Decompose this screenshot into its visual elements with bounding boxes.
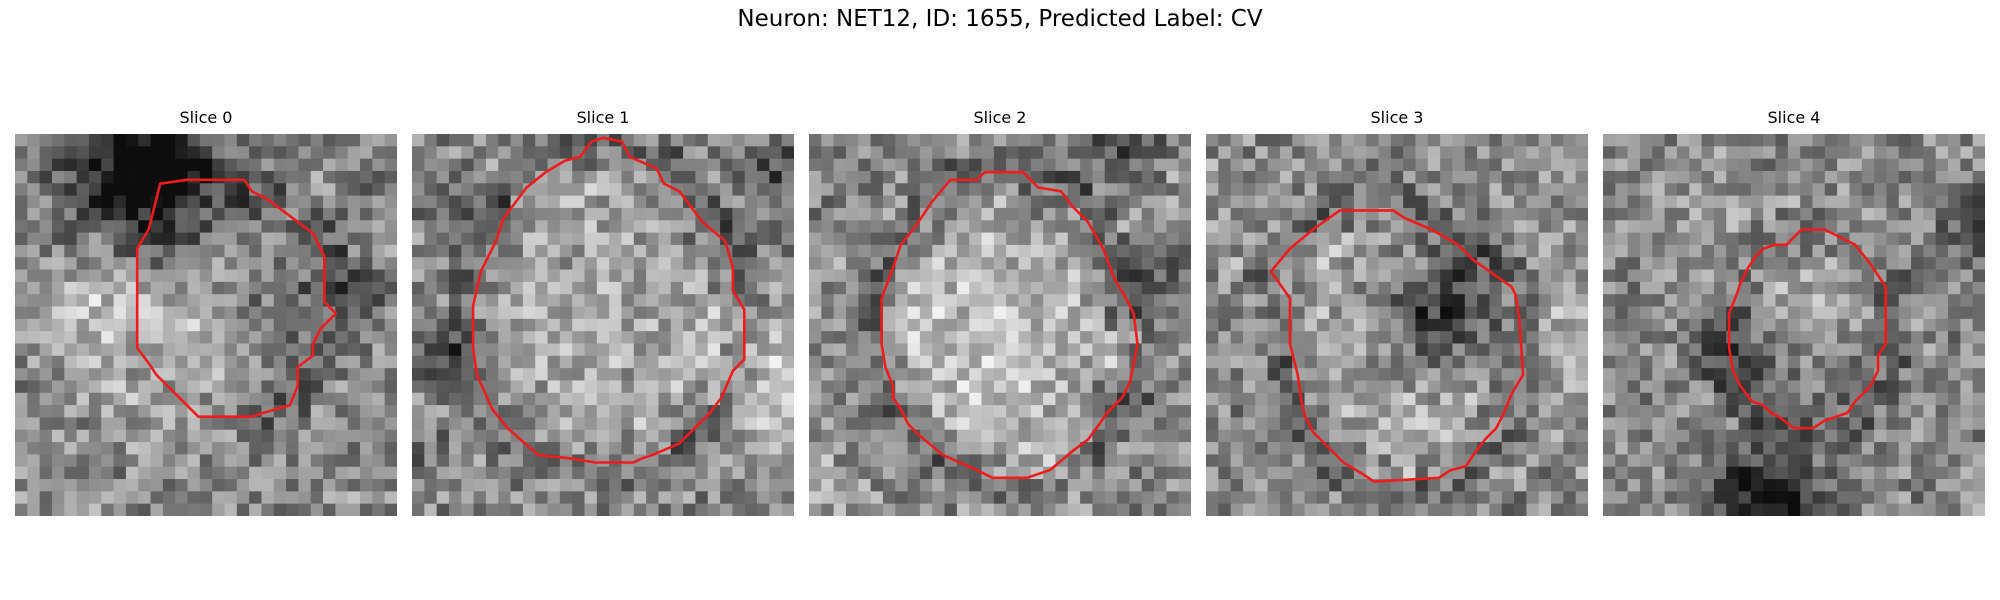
slice-texture-1 [412, 134, 794, 516]
slice-title-3: Slice 3 [1370, 108, 1424, 127]
slice-contour-4 [1727, 228, 1888, 430]
slice-title-1: Slice 1 [576, 108, 630, 127]
slice-image-1 [412, 134, 794, 516]
slice-image-4 [1603, 134, 1985, 516]
slice-contour-2 [880, 170, 1139, 480]
slice-contour-1 [471, 136, 746, 464]
slice-title-0: Slice 0 [179, 108, 233, 127]
slice-texture-0 [15, 134, 397, 516]
slice-panel-0: Slice 0 [15, 108, 397, 522]
slice-texture-3 [1206, 134, 1588, 516]
slice-panel-1: Slice 1 [412, 108, 794, 522]
slice-texture-4 [1603, 134, 1985, 516]
slice-panel-3: Slice 3 [1206, 108, 1588, 522]
slice-texture-2 [809, 134, 1191, 516]
slice-title-2: Slice 2 [973, 108, 1027, 127]
slice-image-0 [15, 134, 397, 516]
slice-image-2 [809, 134, 1191, 516]
slice-contour-3 [1269, 209, 1525, 483]
slice-panel-4: Slice 4 [1603, 108, 1985, 522]
slice-panel-2: Slice 2 [809, 108, 1191, 522]
figure-title: Neuron: NET12, ID: 1655, Predicted Label… [737, 6, 1263, 32]
slice-contour-0 [135, 178, 338, 419]
slice-image-3 [1206, 134, 1588, 516]
slice-title-4: Slice 4 [1767, 108, 1821, 127]
